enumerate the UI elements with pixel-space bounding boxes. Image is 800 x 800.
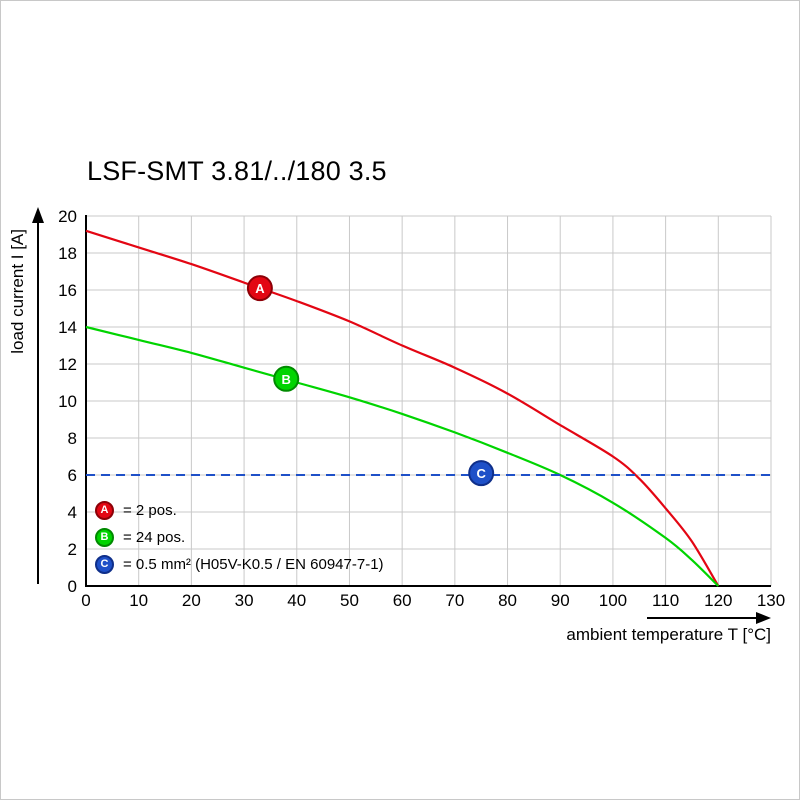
legend-item-c: C = 0.5 mm² (H05V-K0.5 / EN 60947-7-1) — [95, 554, 384, 574]
legend-marker-a-icon: A — [95, 500, 114, 520]
legend-label-b: = 24 pos. — [123, 528, 186, 546]
svg-text:A: A — [255, 281, 265, 296]
svg-text:4: 4 — [68, 503, 77, 522]
svg-text:14: 14 — [58, 318, 77, 337]
legend-marker-a-letter: A — [100, 503, 109, 516]
svg-text:130: 130 — [757, 591, 785, 610]
svg-text:80: 80 — [498, 591, 517, 610]
svg-text:C: C — [476, 466, 486, 481]
svg-text:20: 20 — [182, 591, 201, 610]
legend-marker-b-icon: B — [95, 527, 114, 547]
chart-legend: A = 2 pos. B = 24 pos. C = 0.5 mm² (H05V… — [95, 500, 384, 574]
svg-text:100: 100 — [599, 591, 627, 610]
chart-title: LSF-SMT 3.81/../180 3.5 — [87, 156, 387, 186]
x-axis-label: ambient temperature T [°C] — [566, 625, 771, 644]
series-c-marker: C — [468, 460, 495, 487]
svg-text:50: 50 — [340, 591, 359, 610]
series-b-marker: B — [273, 365, 300, 392]
svg-text:0: 0 — [68, 577, 77, 596]
legend-marker-c-icon: C — [95, 554, 114, 574]
axes — [85, 215, 771, 587]
svg-text:20: 20 — [58, 207, 77, 226]
svg-text:60: 60 — [393, 591, 412, 610]
legend-item-b: B = 24 pos. — [95, 527, 384, 547]
svg-text:90: 90 — [551, 591, 570, 610]
x-axis-arrow-icon — [647, 612, 771, 624]
svg-text:40: 40 — [287, 591, 306, 610]
svg-text:6: 6 — [68, 466, 77, 485]
svg-text:110: 110 — [652, 591, 679, 610]
legend-marker-c-letter: C — [100, 557, 109, 570]
svg-text:70: 70 — [445, 591, 464, 610]
svg-text:10: 10 — [58, 392, 77, 411]
svg-text:120: 120 — [704, 591, 732, 610]
y-axis-arrow-icon — [32, 207, 44, 584]
legend-label-c: = 0.5 mm² (H05V-K0.5 / EN 60947-7-1) — [123, 555, 384, 573]
legend-item-a: A = 2 pos. — [95, 500, 384, 520]
legend-label-a: = 2 pos. — [123, 501, 177, 519]
svg-text:0: 0 — [81, 591, 90, 610]
svg-text:2: 2 — [68, 540, 77, 559]
svg-text:10: 10 — [129, 591, 148, 610]
svg-text:30: 30 — [235, 591, 254, 610]
legend-marker-b-letter: B — [100, 530, 109, 543]
series-a-curve — [85, 229, 720, 587]
svg-text:12: 12 — [58, 355, 77, 374]
series-b-curve — [85, 325, 720, 587]
svg-text:18: 18 — [58, 244, 77, 263]
series-a-marker: A — [246, 275, 273, 302]
svg-text:16: 16 — [58, 281, 77, 300]
axis-tick-labels: 0 10 20 30 40 50 60 70 80 90 100 110 120 130 0 2 4 6 8 10 12… — [58, 207, 785, 610]
svg-text:B: B — [282, 372, 291, 387]
svg-text:8: 8 — [68, 429, 77, 448]
